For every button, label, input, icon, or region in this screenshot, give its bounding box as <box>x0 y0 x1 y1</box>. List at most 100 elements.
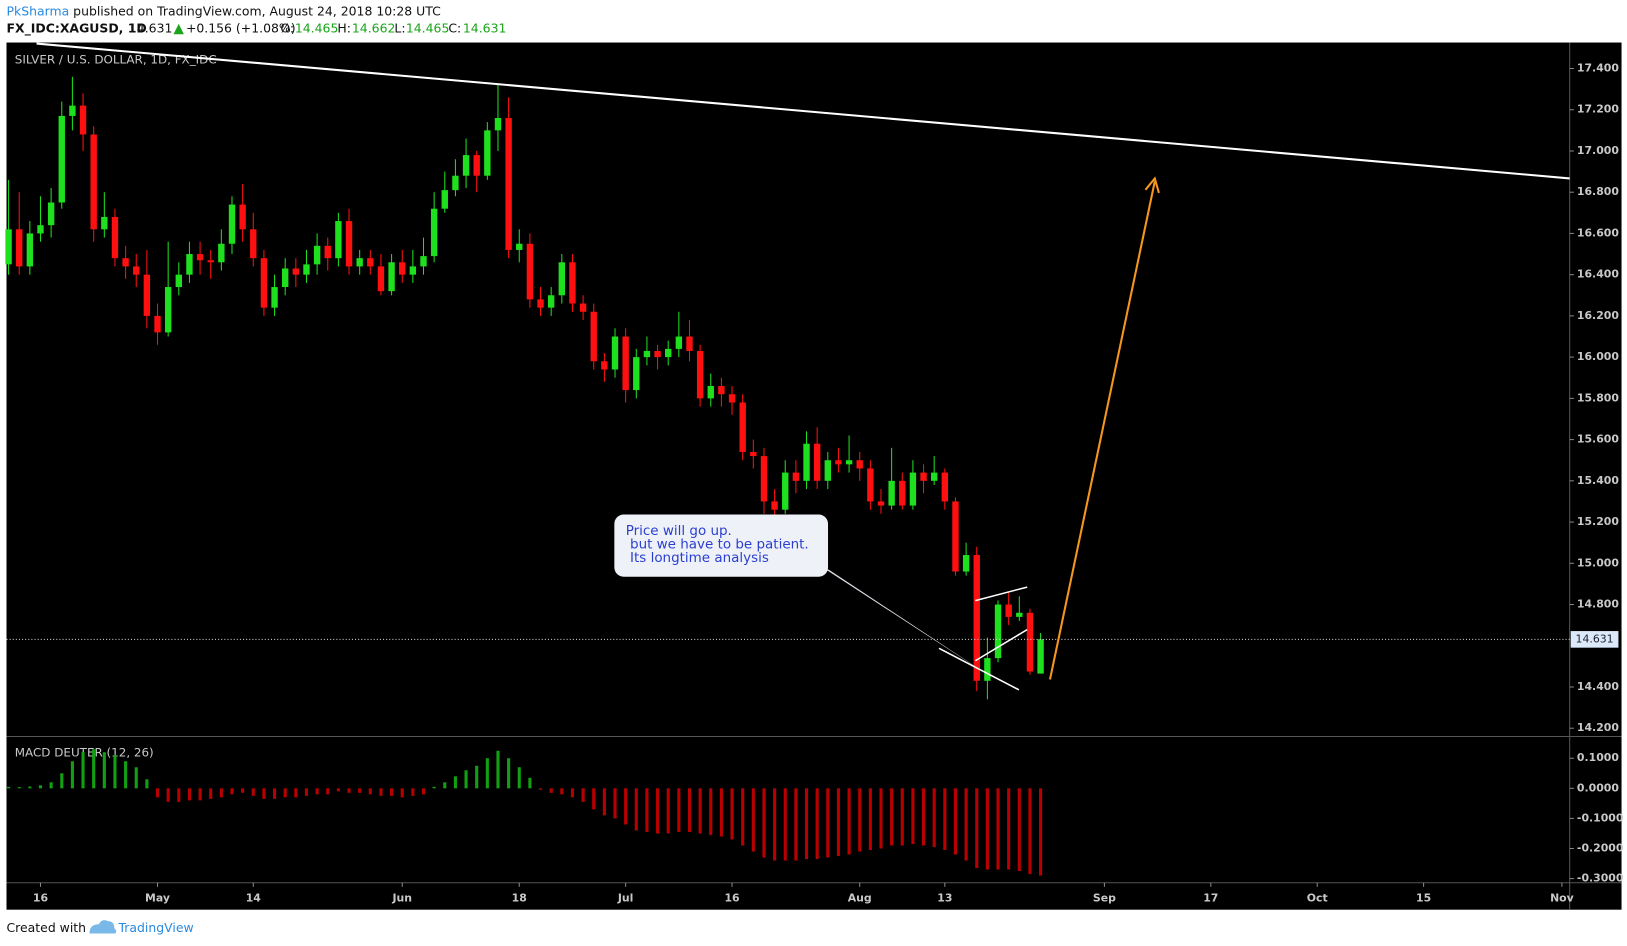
candle-body <box>590 311 597 362</box>
candle-body <box>973 555 980 681</box>
candle-body <box>271 287 278 308</box>
macd-bar <box>1017 788 1021 872</box>
macd-bar <box>368 788 372 795</box>
candle-body <box>26 233 34 267</box>
macd-bar <box>496 750 500 789</box>
logo <box>89 920 117 934</box>
candle-body <box>473 155 480 176</box>
candle-body <box>920 472 927 481</box>
macd-bar <box>634 788 638 831</box>
y-tick-label: 14.800 <box>1577 598 1619 611</box>
macd-bar <box>762 788 766 858</box>
macd-bar <box>92 749 96 789</box>
high-label: H: <box>337 21 351 36</box>
high-value: 14.662 <box>352 21 396 36</box>
candle-body <box>207 260 214 263</box>
macd-bar <box>858 788 862 852</box>
macd-bar <box>17 787 21 789</box>
macd-bar <box>656 788 660 834</box>
x-tick-label: Jul <box>617 891 634 904</box>
macd-bar <box>7 786 11 789</box>
candle-body <box>782 472 789 510</box>
candle-body <box>569 262 576 304</box>
candle-body <box>47 202 55 226</box>
callout-line: but we have to be patient. <box>626 537 809 553</box>
macd-bar <box>911 788 915 844</box>
macd-bar <box>145 779 149 789</box>
macd-bar <box>134 767 138 789</box>
macd-bar <box>304 788 309 796</box>
y-tick-label: 17.000 <box>1577 144 1619 157</box>
macd-bar <box>443 782 447 789</box>
x-tick-label: 14 <box>246 891 262 904</box>
macd-bar <box>773 788 777 861</box>
macd-bar <box>124 761 128 789</box>
candle-body <box>292 268 300 275</box>
macd-bar <box>485 758 489 789</box>
y-tick-label: 0.1000 <box>1577 751 1619 764</box>
candle-body <box>303 264 310 275</box>
macd-bar <box>272 788 277 799</box>
candle-body <box>1016 612 1023 617</box>
candle-body <box>579 303 587 312</box>
candle-body <box>228 204 236 244</box>
candle-body <box>79 105 87 135</box>
macd-bar <box>155 788 160 798</box>
candle-body <box>335 221 342 259</box>
macd-bar <box>890 788 894 846</box>
candle-body <box>909 472 917 506</box>
macd-bar <box>347 788 351 793</box>
candle-body <box>90 134 97 230</box>
candle-body <box>186 254 193 275</box>
candle-body <box>601 361 608 370</box>
candle-body <box>505 117 512 250</box>
candle-body <box>345 221 353 267</box>
candle-body <box>484 130 491 176</box>
candle-body <box>324 245 331 259</box>
candle-body <box>367 258 374 267</box>
macd-bar <box>241 788 245 793</box>
macd-bar <box>166 788 170 802</box>
callout-line: Price will go up. <box>626 523 732 539</box>
macd-bar <box>379 788 383 796</box>
candle-body <box>930 472 938 481</box>
candle-body <box>58 115 65 203</box>
candle-body <box>69 105 76 116</box>
candle-body <box>739 402 746 452</box>
macd-bar <box>719 788 723 837</box>
y-tick-label: 15.600 <box>1577 433 1619 446</box>
symbol: FX_IDC:XAGUSD, 1D <box>6 21 146 37</box>
x-tick-label: 18 <box>512 891 527 904</box>
footer-brand[interactable]: TradingView <box>118 920 194 935</box>
macd-bar <box>49 782 53 789</box>
macd-bar <box>230 788 234 795</box>
macd-bar <box>645 788 649 832</box>
macd-bar <box>570 788 575 798</box>
candle-body <box>856 460 863 469</box>
candle-body <box>16 229 23 267</box>
candle-body <box>728 394 736 403</box>
candle-body <box>526 243 534 300</box>
publish-line: PkSharma published on TradingView.com, A… <box>6 3 441 18</box>
candle-body <box>388 262 395 292</box>
macd-bar <box>751 788 755 852</box>
author[interactable]: PkSharma <box>6 3 69 18</box>
wedge-top <box>975 586 1028 602</box>
candle-body <box>835 460 842 465</box>
candle-body <box>877 501 885 506</box>
close-value: 14.631 <box>463 21 507 36</box>
candle-body <box>494 117 502 131</box>
macd-bar <box>975 788 979 869</box>
macd-bar <box>1028 788 1032 875</box>
callout-line: Its longtime analysis <box>626 550 769 566</box>
y-tick-label: 15.200 <box>1577 515 1619 528</box>
macd-bar <box>187 788 191 801</box>
footer-text: Created with <box>6 920 86 935</box>
y-tick-label: 17.400 <box>1577 62 1619 75</box>
open-value: 14.465 <box>295 21 339 36</box>
macd-bar <box>943 788 947 850</box>
candle-body <box>824 460 831 481</box>
y-tick-label: 16.400 <box>1577 268 1619 281</box>
y-tick-label: 16.600 <box>1577 226 1619 239</box>
macd-bar <box>411 788 415 796</box>
